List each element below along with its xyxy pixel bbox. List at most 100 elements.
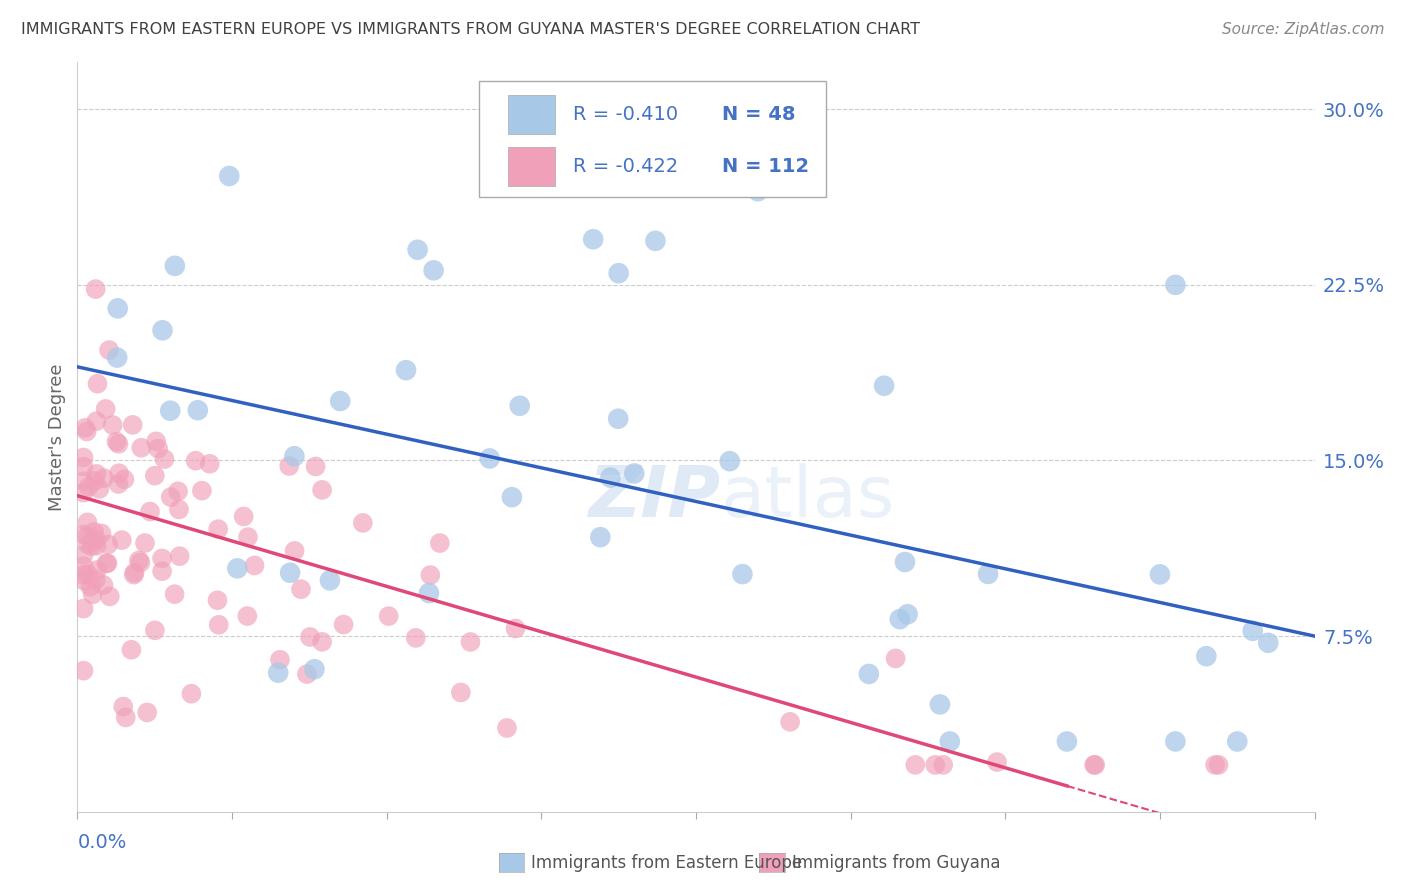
Point xyxy=(72,567,94,582)
Point xyxy=(198,457,221,471)
Point xyxy=(747,184,769,198)
Point xyxy=(884,651,907,665)
Point xyxy=(86,539,108,553)
Text: N = 112: N = 112 xyxy=(721,157,808,176)
Point xyxy=(267,665,290,680)
FancyBboxPatch shape xyxy=(508,95,555,135)
Point xyxy=(1056,734,1078,748)
Point xyxy=(226,561,249,575)
Point xyxy=(97,537,120,551)
Point xyxy=(136,706,159,720)
Point xyxy=(163,259,186,273)
Point xyxy=(108,467,131,481)
Point xyxy=(278,458,301,473)
Point xyxy=(107,477,129,491)
Point xyxy=(1241,624,1264,638)
Point xyxy=(304,459,326,474)
Point xyxy=(163,587,186,601)
Point xyxy=(184,454,207,468)
Point xyxy=(290,582,312,597)
Point xyxy=(111,533,134,548)
Point xyxy=(187,403,209,417)
Point xyxy=(284,544,307,558)
Point xyxy=(644,234,666,248)
Point xyxy=(120,642,142,657)
Point xyxy=(107,437,129,451)
FancyBboxPatch shape xyxy=(508,147,555,186)
Point xyxy=(80,539,103,553)
Point xyxy=(167,502,190,516)
Point xyxy=(352,516,374,530)
Text: 0.0%: 0.0% xyxy=(77,833,127,852)
Point xyxy=(114,710,136,724)
Point xyxy=(122,567,145,582)
Point xyxy=(98,590,121,604)
Point xyxy=(96,556,118,570)
Point xyxy=(418,586,440,600)
Point xyxy=(148,442,170,456)
Point xyxy=(329,394,352,409)
Point xyxy=(377,609,399,624)
Point xyxy=(134,536,156,550)
Point xyxy=(405,631,427,645)
Point xyxy=(873,378,896,392)
Point xyxy=(72,474,94,488)
Point xyxy=(924,758,946,772)
Point xyxy=(419,568,441,582)
Point xyxy=(129,556,152,570)
Point xyxy=(72,527,94,541)
Point xyxy=(1208,758,1230,772)
Point xyxy=(76,425,98,439)
Point xyxy=(304,662,326,676)
Point xyxy=(96,557,118,571)
Point xyxy=(496,721,519,735)
Point xyxy=(932,758,955,772)
Point xyxy=(460,635,482,649)
Text: IMMIGRANTS FROM EASTERN EUROPE VS IMMIGRANTS FROM GUYANA MASTER'S DEGREE CORRELA: IMMIGRANTS FROM EASTERN EUROPE VS IMMIGR… xyxy=(21,22,920,37)
Text: atlas: atlas xyxy=(721,463,896,532)
Point xyxy=(94,401,117,416)
Point xyxy=(599,470,621,484)
Point xyxy=(72,559,94,574)
Text: Source: ZipAtlas.com: Source: ZipAtlas.com xyxy=(1222,22,1385,37)
Point xyxy=(283,449,305,463)
Point xyxy=(977,566,1000,581)
Point xyxy=(232,509,254,524)
Point xyxy=(191,483,214,498)
Point xyxy=(121,417,143,432)
Text: R = -0.422: R = -0.422 xyxy=(574,157,679,176)
Point xyxy=(84,533,107,547)
Point xyxy=(406,243,429,257)
Point xyxy=(718,454,741,468)
Point xyxy=(83,474,105,488)
Point xyxy=(76,529,98,543)
Point xyxy=(218,169,240,183)
Point xyxy=(86,563,108,577)
Point xyxy=(98,343,121,357)
Point xyxy=(669,153,692,168)
Point xyxy=(505,622,527,636)
Point xyxy=(72,548,94,562)
Point xyxy=(904,758,927,772)
Point xyxy=(623,467,645,481)
Point xyxy=(589,530,612,544)
Point xyxy=(582,232,605,246)
Point xyxy=(1164,277,1187,292)
Point xyxy=(1084,758,1107,772)
Point xyxy=(152,323,174,337)
Point xyxy=(450,685,472,699)
Text: Immigrants from Guyana: Immigrants from Guyana xyxy=(792,854,1000,871)
Point xyxy=(607,266,630,280)
Point xyxy=(929,698,952,712)
Point xyxy=(395,363,418,377)
Point xyxy=(236,530,259,544)
Point xyxy=(897,607,920,622)
Text: ZIP: ZIP xyxy=(589,463,721,532)
Point xyxy=(128,553,150,567)
Point xyxy=(501,490,523,504)
Point xyxy=(167,484,190,499)
Point xyxy=(894,555,917,569)
Point xyxy=(143,624,166,638)
Point xyxy=(207,593,229,607)
Point xyxy=(73,421,96,435)
